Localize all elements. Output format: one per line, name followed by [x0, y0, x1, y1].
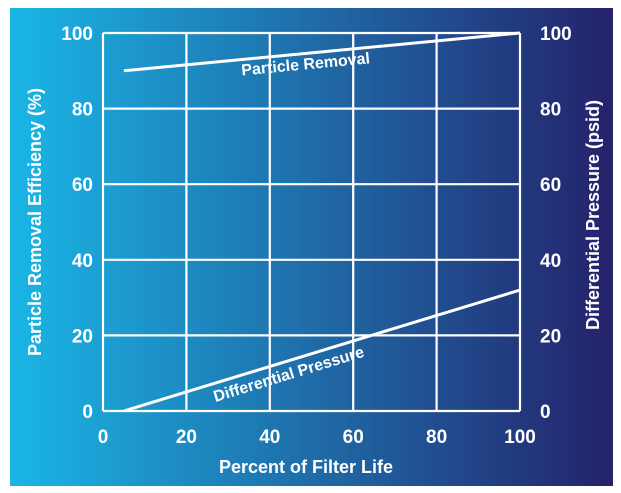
y-left-tick-label: 0 — [82, 402, 93, 423]
x-tick-label: 60 — [343, 427, 364, 448]
y-right-tick-label: 20 — [540, 326, 561, 347]
y-right-tick-label: 80 — [540, 100, 561, 121]
y-left-tick-label: 60 — [72, 175, 93, 196]
grid — [101, 31, 522, 413]
x-tick-label: 40 — [259, 427, 280, 448]
x-tick-label: 100 — [504, 427, 536, 448]
y-right-tick-label: 0 — [540, 402, 551, 423]
y-left-tick-label: 80 — [72, 100, 93, 121]
x-tick-label: 0 — [98, 427, 109, 448]
chart-background — [10, 8, 613, 486]
series-line — [123, 288, 521, 413]
y-right-tick-label: 100 — [540, 24, 572, 45]
y-left-tick-label: 100 — [61, 24, 93, 45]
x-tick-label: 20 — [176, 427, 197, 448]
y-right-tick-label: 40 — [540, 251, 561, 272]
series-line — [123, 31, 521, 73]
y-axis-right-title: Differential Pressure (psid) — [583, 100, 603, 330]
y-right-tick-label: 60 — [540, 175, 561, 196]
x-axis-title: Percent of Filter Life — [219, 457, 393, 477]
y-axis-left-title: Particle Removal Efficiency (%) — [25, 88, 45, 356]
x-tick-label: 80 — [426, 427, 447, 448]
y-left-tick-label: 20 — [72, 326, 93, 347]
y-left-tick-label: 40 — [72, 251, 93, 272]
